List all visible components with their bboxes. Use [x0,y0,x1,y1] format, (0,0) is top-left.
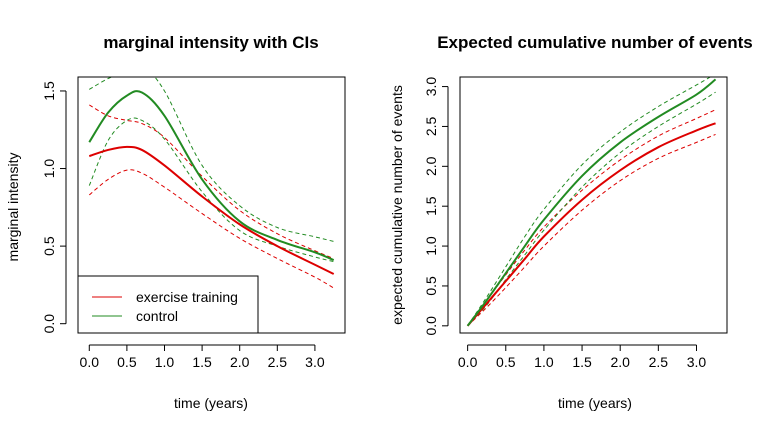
left-x-axis-label: time (years) [174,395,248,411]
right-exercise-ci-line-1 [467,133,716,327]
y-tick-label: 2.0 [423,156,439,176]
y-tick-label: 2.5 [423,117,439,137]
y-tick-label: 1.0 [423,236,439,256]
legend-label: control [136,308,178,324]
right-control-ci-line-5 [467,77,712,327]
left-plot-area: 0.0 0.5 1.0 1.5 2.0 2.5 3.0 0.0 0.5 1.0 1.5 exercis… [41,76,346,370]
x-tick-label: 1.5 [192,354,212,370]
x-tick-label: 1.5 [572,354,592,370]
y-tick-label: 0.5 [41,236,57,256]
left-exercise-ci-line-2 [89,104,334,259]
y-tick-label: 1.5 [41,81,57,101]
y-tick-label: 0.0 [41,314,57,334]
x-tick-label: 3.0 [687,354,707,370]
x-tick-label: 0.5 [496,354,516,370]
y-tick-label: 0.5 [423,276,439,296]
right-exercise-ci-line-2 [467,109,716,327]
right-panel: Expected cumulative number of events tim… [389,33,753,411]
x-tick-label: 0.0 [80,354,100,370]
x-tick-label: 0.5 [117,354,137,370]
legend: exercise training control [77,275,259,334]
right-plot-area: 0.0 0.5 1.0 1.5 2.0 2.5 3.0 0.0 0.5 1.0 1.5 2.0 2.5 3… [423,76,728,370]
right-x-axis-label: time (years) [558,395,632,411]
left-panel: marginal intensity with CIs time (years)… [5,33,346,411]
left-exercise-ci-line-1 [88,169,334,289]
x-tick-label: 2.0 [610,354,630,370]
left-chart-title: marginal intensity with CIs [103,33,318,52]
x-tick-label: 1.0 [155,354,175,370]
left-control-ci-line-5 [89,77,334,242]
right-chart-title: Expected cumulative number of events [437,33,753,52]
x-tick-label: 1.0 [534,354,554,370]
y-tick-label: 0.0 [423,316,439,336]
right-axes-frame [459,76,728,334]
x-tick-label: 0.0 [458,354,478,370]
right-y-axis-label: expected cumulative number of events [389,85,405,325]
x-tick-label: 2.0 [230,354,250,370]
x-tick-label: 3.0 [305,354,325,370]
left-exercise-line-0 [88,145,335,275]
x-tick-label: 2.5 [649,354,669,370]
left-y-axis-label: marginal intensity [5,153,21,262]
left-control-line-3 [88,90,335,262]
right-exercise-line-0 [466,122,716,327]
right-control-ci-line-4 [467,91,716,327]
y-tick-label: 3.0 [423,77,439,97]
legend-label: exercise training [136,289,238,305]
y-tick-label: 1.5 [423,196,439,216]
left-control-ci-line-4 [88,117,334,263]
right-control-line-3 [466,78,717,327]
legend-box [77,275,259,334]
y-tick-label: 1.0 [41,159,57,179]
x-tick-label: 2.5 [268,354,288,370]
